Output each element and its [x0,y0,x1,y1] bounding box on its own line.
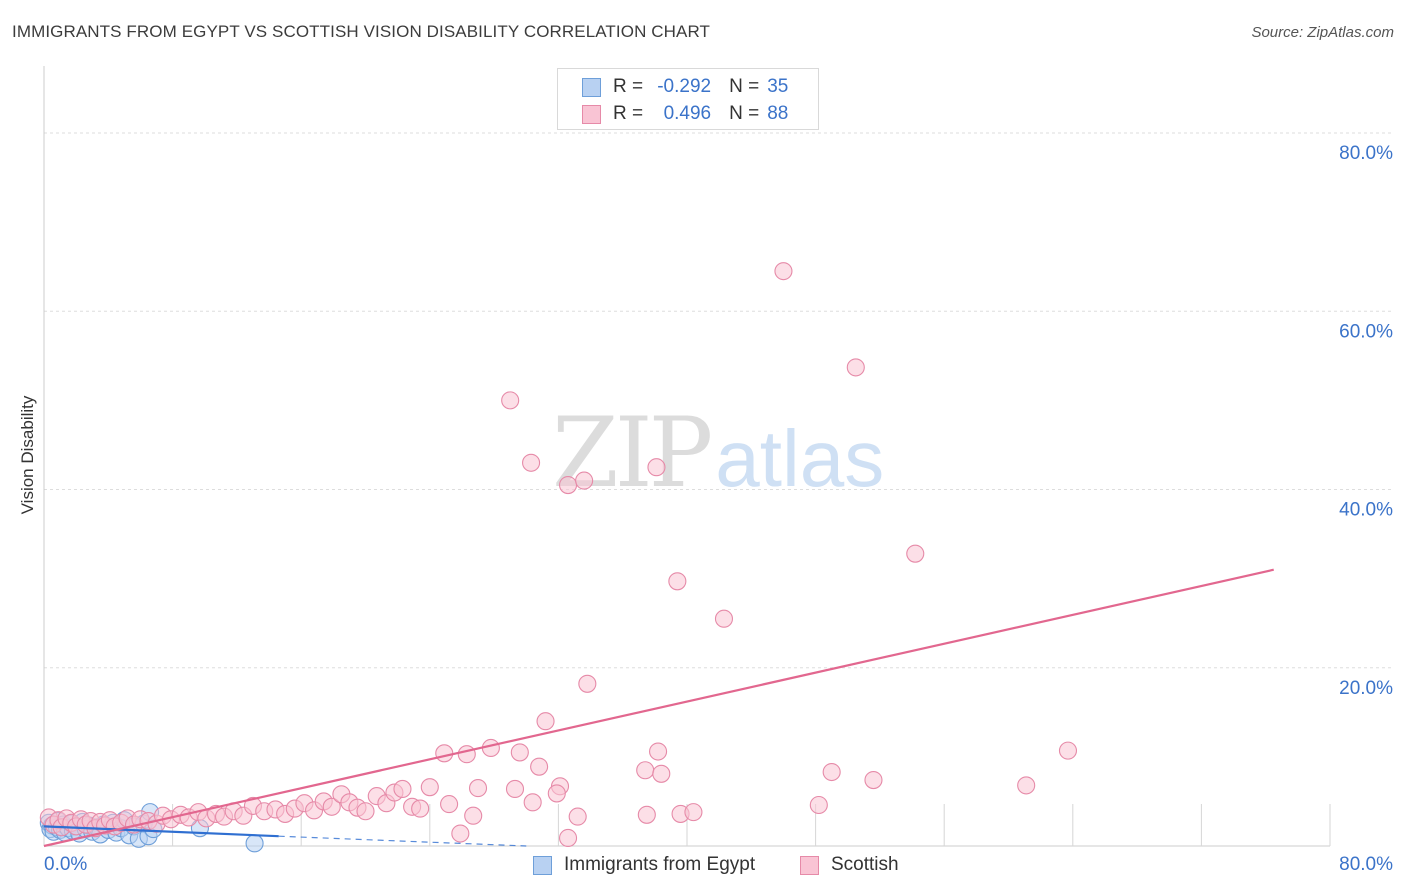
chart-title: IMMIGRANTS FROM EGYPT VS SCOTTISH VISION… [12,22,711,41]
legend-r-label: R = [613,103,644,124]
correlation-legend: R = -0.292 N = 35 R = 0.496 N = 88 [557,68,819,130]
x-tick-label-max: 80.0% [1339,854,1393,875]
data-point-scottish [906,544,925,563]
data-point-scottish [464,806,483,825]
legend-n-value: 35 [767,76,789,97]
y-tick-label: 80.0% [1339,143,1393,164]
points-layer [39,262,1078,853]
data-point-scottish [356,802,375,821]
data-point-scottish [547,784,566,803]
legend-r-value: -0.292 [657,76,712,97]
data-point-scottish [649,742,668,761]
data-point-scottish [578,674,597,693]
data-point-scottish [420,778,439,797]
data-point-scottish [451,824,470,843]
legend-row-scottish: R = 0.496 N = 88 [582,102,788,126]
data-point-scottish [714,609,734,628]
data-point-scottish [411,799,430,818]
trend-extension-egypt [278,835,527,847]
legend-label-egypt: Immigrants from Egypt [564,854,756,875]
data-point-scottish [440,795,459,814]
x-tick-label-min: 0.0% [44,854,87,875]
data-point-scottish [435,744,454,763]
legend-swatch-scottish [582,104,601,124]
data-point-scottish [846,358,865,377]
data-point-scottish [637,805,656,824]
axis-layer [43,66,1331,847]
y-axis-title: Vision Disability [18,395,37,515]
data-point-scottish [647,458,666,477]
data-point-scottish [393,779,412,799]
source-label: Source: ZipAtlas.com [1251,24,1394,41]
legend-swatch-scottish [800,855,819,875]
y-tick-label: 20.0% [1339,678,1393,699]
data-point-scottish [558,475,578,495]
legend-label-scottish: Scottish [831,854,899,875]
data-point-scottish [864,770,883,790]
data-point-scottish [536,712,555,731]
data-point-scottish [505,779,525,799]
data-point-scottish [568,807,587,826]
data-point-scottish [530,757,549,776]
legend-r-label: R = [613,76,644,97]
legend-r-value: 0.496 [663,103,712,124]
tick-label-layer: 20.0% 40.0% 60.0% 80.0% 0.0% 80.0% [44,143,1393,875]
data-point-scottish [774,262,793,281]
data-point-scottish [457,745,476,764]
legend-row-egypt: R = -0.292 N = 35 [582,75,788,99]
data-point-scottish [522,453,541,472]
legend-item-scottish: Scottish [800,852,899,878]
data-point-egypt [245,834,264,853]
data-point-scottish [322,797,341,816]
data-point-scottish [652,764,671,783]
legend-swatch-egypt [533,855,552,875]
data-point-scottish [684,803,703,822]
legend-n-label: N = [729,76,760,97]
data-point-scottish [1017,776,1036,795]
data-point-scottish [501,391,520,410]
y-tick-label: 60.0% [1339,321,1393,342]
grid-layer [44,132,1392,669]
data-point-scottish [809,795,828,815]
data-point-scottish [575,471,594,490]
legend-item-egypt: Immigrants from Egypt [533,852,755,878]
data-point-scottish [468,779,488,798]
data-point-scottish [636,761,655,780]
data-point-scottish [668,572,687,591]
data-point-scottish [1058,741,1078,760]
data-point-scottish [510,743,529,762]
legend-swatch-egypt [582,77,601,97]
trend-line-scottish [43,568,1274,848]
legend-n-value: 88 [767,103,789,124]
data-point-scottish [558,828,578,848]
data-point-scottish [822,762,841,782]
data-point-scottish [523,793,542,812]
y-tick-label: 40.0% [1339,500,1393,521]
trend-line-egypt [43,825,279,838]
legend-n-label: N = [729,103,760,124]
trend-layer [43,568,1274,848]
